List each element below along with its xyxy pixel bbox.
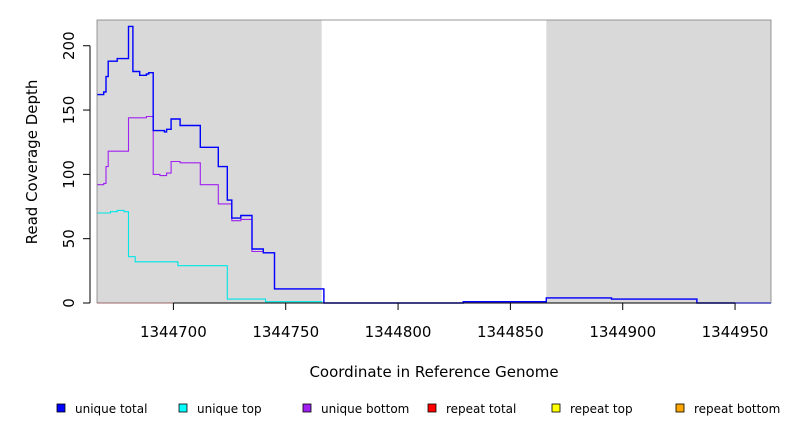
y-tick-label: 50	[60, 229, 78, 248]
legend-item: repeat top	[551, 402, 633, 416]
legend-item: unique total	[56, 402, 147, 416]
legend-item: unique bottom	[302, 402, 409, 416]
legend-swatch-repeat-top	[551, 403, 561, 413]
x-tick-label: 1344700	[140, 323, 207, 341]
legend-swatch-unique-total	[56, 403, 66, 413]
y-tick-label: 100	[60, 160, 78, 189]
legend-label-unique-bottom: unique bottom	[321, 402, 409, 416]
legend-item: repeat bottom	[675, 402, 780, 416]
x-axis: 1344700 1344750 1344800 1344850 1344900 13449…	[140, 302, 769, 341]
legend: unique total unique top unique bottom repea…	[56, 402, 780, 416]
legend-label-unique-total: unique total	[75, 402, 147, 416]
y-tick-label: 150	[60, 96, 78, 125]
legend-label-repeat-bottom: repeat bottom	[694, 402, 780, 416]
series-unique-total	[97, 25, 771, 304]
shaded-region-1	[546, 20, 771, 303]
legend-item: unique top	[178, 402, 262, 416]
shaded-region-0	[97, 20, 322, 303]
legend-swatch-repeat-total	[427, 403, 437, 413]
y-axis-title: Read Coverage Depth	[23, 80, 41, 245]
x-tick-label: 1344850	[477, 323, 544, 341]
x-tick-label: 1344800	[365, 323, 432, 341]
plot-background	[97, 20, 771, 303]
legend-label-repeat-top: repeat top	[570, 402, 633, 416]
y-tick-label: 200	[60, 31, 78, 60]
legend-item: repeat total	[427, 402, 516, 416]
y-tick-label: 0	[60, 298, 78, 308]
legend-swatch-repeat-bottom	[675, 403, 685, 413]
series-unique-top	[97, 209, 771, 304]
x-tick-label: 1344900	[589, 323, 656, 341]
x-tick-label: 1344950	[702, 323, 769, 341]
x-axis-title: Coordinate in Reference Genome	[309, 363, 558, 381]
legend-swatch-unique-top	[178, 403, 188, 413]
x-tick-label: 1344750	[252, 323, 319, 341]
legend-label-repeat-total: repeat total	[446, 402, 516, 416]
legend-label-unique-top: unique top	[197, 402, 262, 416]
y-axis: 0 50 100 150 200	[60, 31, 91, 308]
legend-swatch-unique-bottom	[302, 403, 312, 413]
